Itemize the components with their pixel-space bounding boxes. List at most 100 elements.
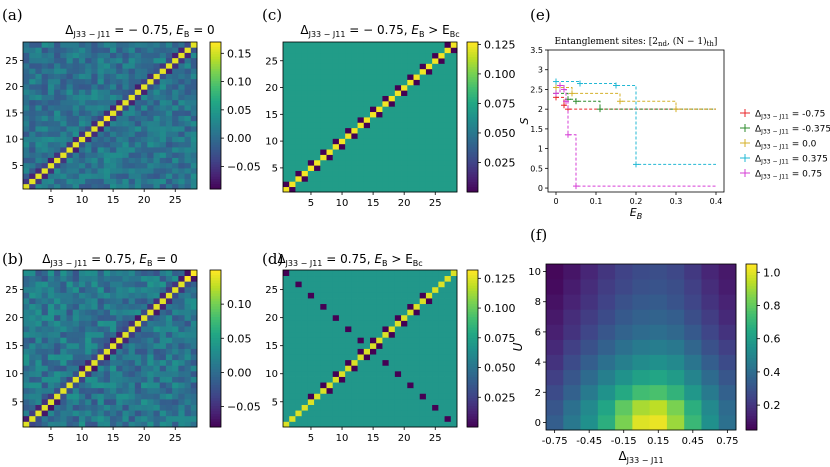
heatmap-cell xyxy=(413,100,421,107)
heatmap-cell xyxy=(314,47,321,54)
heatmap-cell xyxy=(301,320,309,327)
heatmap-cell xyxy=(307,359,315,366)
heatmap-cell xyxy=(147,382,154,389)
heatmap-cell xyxy=(326,404,334,411)
x-tick-label: 0.3 xyxy=(670,197,683,206)
heatmap-cell xyxy=(351,165,358,171)
heatmap-cell xyxy=(47,309,55,316)
heatmap-cell xyxy=(425,370,433,377)
heatmap-cell xyxy=(425,354,433,361)
heatmap-cell xyxy=(407,143,414,150)
heatmap-cell xyxy=(363,154,371,161)
heatmap-cell xyxy=(97,152,105,158)
heatmap-cell xyxy=(54,365,61,372)
heatmap-cell xyxy=(684,279,702,295)
heatmap-cell xyxy=(326,154,334,161)
colorbar-segment xyxy=(467,275,478,279)
heatmap-cell xyxy=(178,309,185,316)
heatmap-cell xyxy=(72,270,80,277)
heatmap-cell xyxy=(314,354,321,361)
heatmap-cell xyxy=(326,100,334,107)
heatmap-cell xyxy=(78,147,86,153)
y-tick-label: 0 xyxy=(538,184,543,193)
heatmap-cell xyxy=(103,57,111,64)
heatmap-cell xyxy=(615,264,633,280)
y-tick-label: 5 xyxy=(12,161,18,172)
heatmap-cell xyxy=(54,376,61,383)
heatmap-cell xyxy=(47,126,55,132)
heatmap-cell xyxy=(116,42,123,48)
heatmap-cell xyxy=(66,84,74,90)
heatmap-cell xyxy=(184,370,192,377)
colorbar-segment xyxy=(746,394,757,398)
heatmap-cell xyxy=(60,370,67,377)
y-tick-label: 15 xyxy=(5,108,18,119)
heatmap-cell xyxy=(394,106,402,113)
heatmap-cell xyxy=(91,115,98,122)
heatmap-cell xyxy=(307,47,315,54)
heatmap-cell xyxy=(54,68,61,74)
heatmap-cell xyxy=(141,365,148,372)
heatmap-cell xyxy=(345,42,352,48)
heatmap-cell xyxy=(394,331,402,338)
heatmap-cell xyxy=(134,298,142,305)
heatmap-cell xyxy=(370,90,377,96)
heatmap-cell xyxy=(351,95,358,102)
heatmap-cell xyxy=(394,387,402,394)
heatmap-cell xyxy=(444,133,452,139)
heatmap-cell xyxy=(301,58,309,64)
heatmap-cell xyxy=(326,95,334,102)
heatmap-cell xyxy=(370,393,377,400)
heatmap-cell xyxy=(370,165,377,171)
heatmap-cell xyxy=(351,387,358,394)
heatmap-cell xyxy=(438,133,445,139)
heatmap-cell xyxy=(307,52,315,59)
heatmap-cell xyxy=(141,84,148,90)
heatmap-cell xyxy=(546,399,564,416)
heatmap-cell xyxy=(128,387,136,394)
heatmap-cell xyxy=(394,42,402,48)
heatmap-cell xyxy=(326,52,334,59)
heatmap-cell xyxy=(35,147,43,153)
heatmap-cell xyxy=(141,337,148,344)
heatmap-cell xyxy=(97,147,105,153)
heatmap-cell xyxy=(54,326,61,333)
heatmap-cell xyxy=(684,369,702,386)
heatmap-cell xyxy=(307,100,315,107)
colorbar-segment xyxy=(746,349,757,354)
colorbar-segment xyxy=(467,322,478,326)
heatmap-cell xyxy=(444,326,452,333)
heatmap-cell xyxy=(351,292,358,299)
heatmap-cell xyxy=(60,376,67,383)
heatmap-cell xyxy=(376,337,383,344)
heatmap-cell xyxy=(326,348,334,355)
heatmap-cell xyxy=(307,117,315,123)
heatmap-cell xyxy=(172,168,179,174)
heatmap-cell xyxy=(85,342,92,349)
heatmap-cell xyxy=(47,115,55,122)
heatmap-cell xyxy=(116,68,123,74)
heatmap-cell xyxy=(332,175,340,182)
heatmap-cell xyxy=(122,78,130,85)
heatmap-cell xyxy=(122,178,130,185)
heatmap-cell xyxy=(122,404,130,411)
heatmap-cell xyxy=(91,94,98,101)
heatmap-cell xyxy=(370,47,377,54)
colorbar-tick-label: 0.025 xyxy=(484,156,516,169)
heatmap-cell xyxy=(110,320,117,327)
heatmap-cell xyxy=(97,404,105,411)
heatmap-cell xyxy=(116,84,123,90)
colorbar-segment xyxy=(210,125,221,129)
colorbar-segment xyxy=(210,419,221,423)
heatmap-cell xyxy=(376,138,383,145)
heatmap-cell xyxy=(178,354,185,361)
heatmap-cell xyxy=(301,382,309,389)
heatmap-cell xyxy=(116,99,123,106)
heatmap-cell xyxy=(382,154,390,161)
heatmap-cell xyxy=(320,149,327,155)
heatmap-cell xyxy=(178,286,185,293)
heatmap-cell xyxy=(153,94,161,101)
heatmap-cell xyxy=(345,292,352,299)
heatmap-cell xyxy=(388,314,396,321)
heatmap-cell xyxy=(141,320,148,327)
